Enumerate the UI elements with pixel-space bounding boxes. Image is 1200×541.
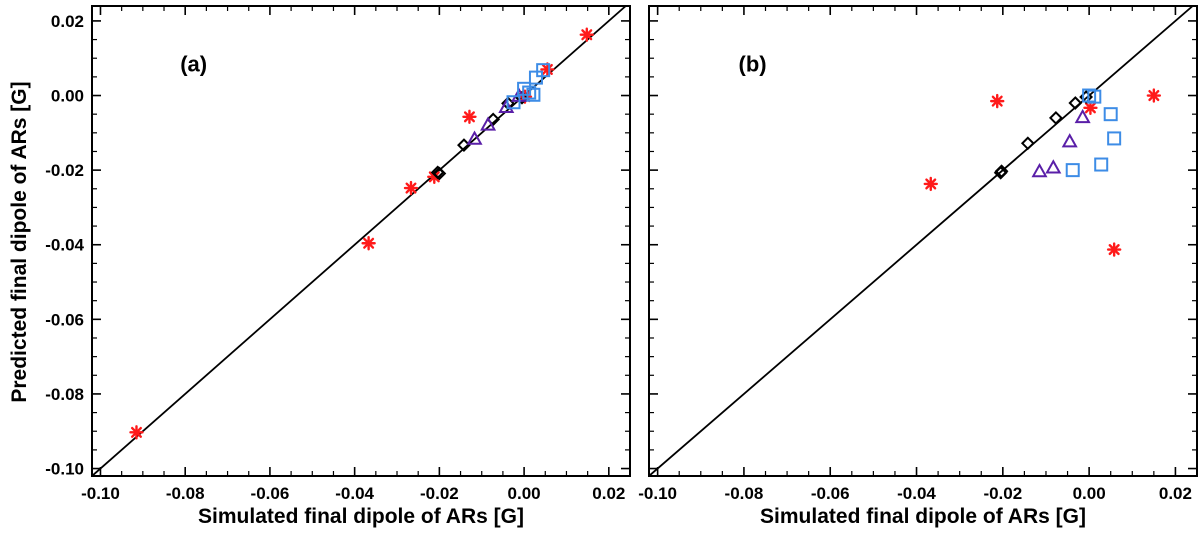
triangle-point bbox=[1045, 159, 1062, 174]
asterisk-point bbox=[1146, 88, 1162, 103]
x-tick-label: -0.10 bbox=[638, 484, 677, 503]
panel-a: -0.10 -0.08 -0.06 -0.04 -0.02 0.00 0.02 -0.10 -0… bbox=[45, 5, 631, 528]
square-point bbox=[1094, 157, 1109, 172]
x-tick-label: -0.10 bbox=[81, 484, 120, 503]
panel-b: -0.10 -0.08 -0.06 -0.04 -0.02 0.00 0.02 Simulat… bbox=[638, 5, 1198, 528]
x-tick-label: 0.00 bbox=[1073, 484, 1106, 503]
asterisk-point bbox=[923, 176, 938, 192]
square-point bbox=[1107, 131, 1122, 146]
x-tick-label: 0.02 bbox=[1159, 484, 1192, 503]
x-tick-label: -0.04 bbox=[897, 484, 936, 503]
y-tick-label: -0.06 bbox=[45, 310, 84, 329]
triangle-point bbox=[498, 98, 515, 114]
x-tick-label: -0.04 bbox=[335, 484, 374, 503]
square-point bbox=[526, 87, 541, 102]
diamond-point bbox=[432, 166, 447, 181]
asterisk-point bbox=[129, 425, 144, 440]
y-tick-label: 0.02 bbox=[51, 12, 84, 31]
diamond-point bbox=[994, 164, 1009, 179]
triangle-point bbox=[480, 116, 497, 131]
diamond-point bbox=[1068, 96, 1083, 110]
asterisk-point bbox=[462, 109, 477, 124]
y-tick-label: -0.02 bbox=[45, 161, 84, 180]
square-point bbox=[1065, 163, 1080, 178]
asterisk-point bbox=[1083, 100, 1098, 116]
x-tick-label: 0.00 bbox=[508, 484, 541, 503]
panel-label: (a) bbox=[180, 51, 207, 76]
y-tick-label: -0.08 bbox=[45, 385, 84, 404]
y-tick-label: 0.00 bbox=[51, 87, 84, 106]
x-tick-label: -0.02 bbox=[420, 484, 459, 503]
y-tick-label: -0.04 bbox=[45, 236, 84, 255]
triangle-point bbox=[1061, 133, 1078, 148]
diamond-point bbox=[486, 112, 501, 127]
square-point bbox=[536, 63, 551, 78]
x-axis-title: Simulated final dipole of ARs [G] bbox=[198, 505, 524, 528]
square-point bbox=[522, 85, 537, 100]
triangle-point bbox=[1074, 108, 1091, 124]
plot-frame bbox=[91, 5, 631, 477]
y-axis-title: Predicted final dipole of ARs [G] bbox=[8, 81, 31, 402]
plot-frame bbox=[648, 5, 1198, 477]
identity-line bbox=[649, 6, 1194, 476]
square-point bbox=[506, 95, 521, 110]
asterisk-point bbox=[990, 93, 1005, 109]
x-axis-title: Simulated final dipole of ARs [G] bbox=[760, 505, 1086, 528]
asterisk-point bbox=[1106, 242, 1122, 257]
x-tick-label: -0.06 bbox=[811, 484, 850, 503]
diamond-point bbox=[1020, 136, 1035, 151]
square-point bbox=[1087, 89, 1102, 104]
square-point bbox=[1103, 107, 1118, 122]
x-tick-label: 0.02 bbox=[592, 484, 625, 503]
x-tick-label: -0.06 bbox=[251, 484, 290, 503]
asterisk-point bbox=[361, 236, 376, 251]
asterisk-point bbox=[540, 62, 555, 77]
asterisk-point bbox=[403, 180, 419, 196]
x-tick-label: -0.08 bbox=[166, 484, 205, 503]
triangle-point bbox=[1031, 162, 1048, 178]
triangle-point bbox=[466, 130, 483, 145]
y-tick-label: -0.10 bbox=[45, 460, 84, 479]
diamond-point bbox=[1048, 110, 1063, 125]
x-tick-label: -0.02 bbox=[983, 484, 1022, 503]
x-tick-label: -0.08 bbox=[725, 484, 764, 503]
panel-label: (b) bbox=[739, 51, 767, 76]
asterisk-point bbox=[579, 27, 594, 42]
square-point bbox=[528, 70, 543, 85]
